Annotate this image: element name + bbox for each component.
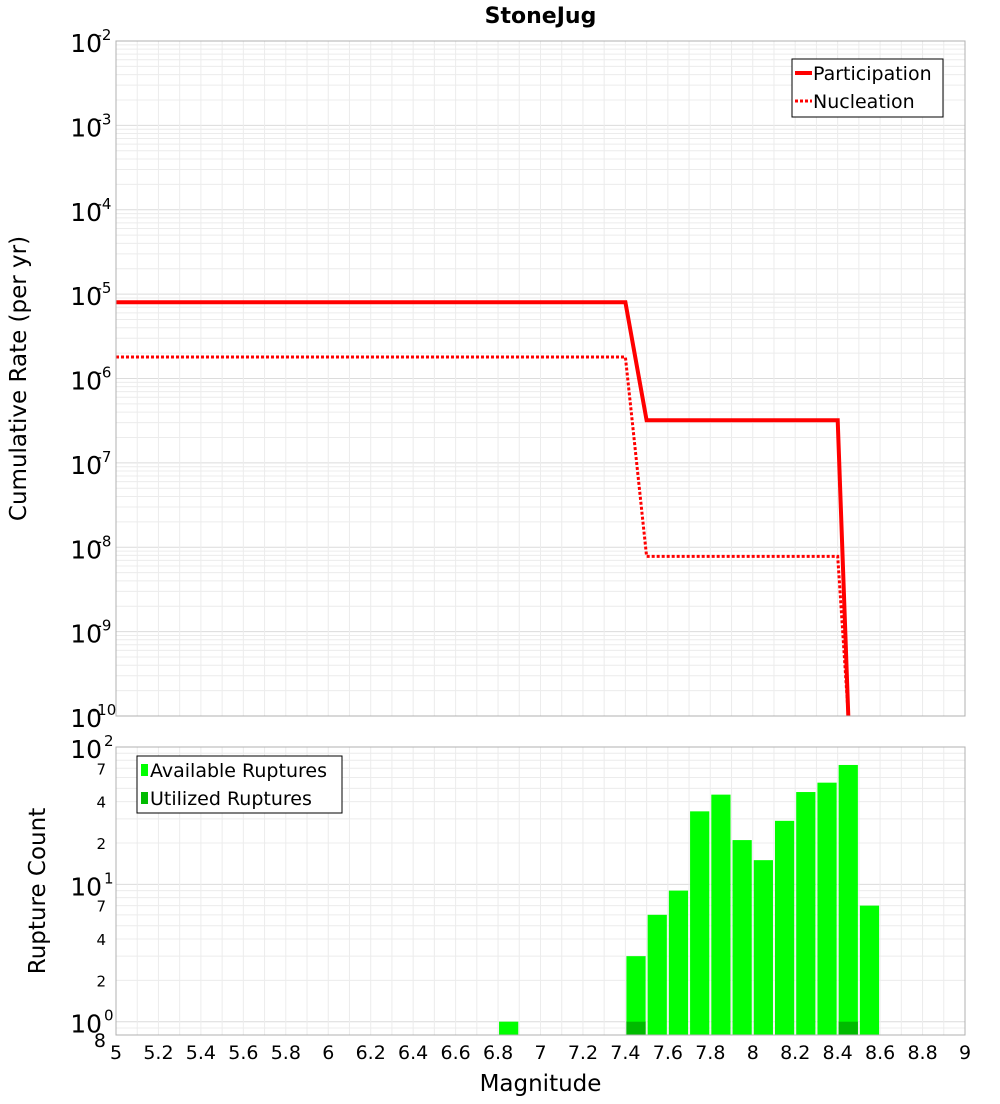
available-rupture-bar — [817, 782, 837, 1035]
rate-y-tick-exponent: -9 — [97, 617, 112, 635]
available-rupture-bar — [838, 764, 858, 1035]
series-line-participation — [116, 300, 851, 717]
count-y-minor-tick-label: 4 — [96, 794, 106, 812]
x-tick-label: 6.8 — [483, 1042, 513, 1064]
available-rupture-bar — [668, 890, 689, 1035]
rate-plot-border — [115, 40, 966, 717]
count-y-minor-tick-label: 4 — [96, 931, 106, 949]
count-y-axis-title: Rupture Count — [25, 808, 51, 974]
rate-grid — [115, 40, 966, 717]
legend-swatch-available-ruptures — [141, 764, 148, 776]
x-tick-label: 6 — [322, 1042, 334, 1064]
x-tick-label: 8.6 — [865, 1042, 895, 1064]
x-tick-label: 8.2 — [780, 1042, 810, 1064]
count-y-tick-exponent: 1 — [104, 869, 114, 887]
count-y-tick-label: 10 — [70, 735, 102, 764]
legend-label-participation: Participation — [813, 63, 932, 85]
legend-label-nucleation: Nucleation — [813, 91, 915, 113]
x-tick-label: 7.2 — [568, 1042, 598, 1064]
legend-label-available-ruptures: Available Ruptures — [150, 760, 327, 782]
x-tick-label: 6.6 — [440, 1042, 470, 1064]
x-tick-label: 6.2 — [356, 1042, 386, 1064]
count-y-minor-tick-label: 8 — [94, 1030, 106, 1052]
available-rupture-bar — [859, 905, 880, 1035]
chart-title: StoneJug — [485, 4, 597, 29]
rate-y-tick-label: 10 — [70, 704, 102, 733]
rate-y-tick-label: 10 — [70, 367, 102, 396]
utilized-rupture-bar — [626, 1021, 646, 1035]
available-rupture-bar — [647, 914, 667, 1035]
count-y-minor-tick-label: 7 — [96, 760, 106, 778]
x-tick-label: 5.6 — [228, 1042, 258, 1064]
rate-y-tick-exponent: -5 — [97, 279, 112, 297]
rate-y-tick-label: 10 — [70, 282, 102, 311]
rate-y-tick-exponent: -3 — [97, 110, 112, 128]
x-tick-label: 5 — [110, 1042, 122, 1064]
x-tick-label: 5.2 — [143, 1042, 173, 1064]
count-legend-box — [136, 755, 343, 814]
x-tick-label: 5.4 — [186, 1042, 216, 1064]
available-rupture-bar — [499, 1021, 519, 1035]
count-y-tick-label: 10 — [70, 1010, 102, 1039]
rate-y-tick-label: 10 — [70, 113, 102, 142]
available-rupture-bar — [626, 956, 646, 1035]
x-axis-title: Magnitude — [480, 1071, 602, 1097]
count-y-minor-tick-label: 2 — [96, 835, 106, 853]
rate-y-tick-label: 10 — [70, 620, 102, 649]
rate-y-tick-exponent: -8 — [97, 532, 112, 550]
rate-y-tick-label: 10 — [70, 198, 102, 227]
x-tick-label: 8.4 — [823, 1042, 853, 1064]
rate-y-tick-exponent: -10 — [92, 701, 117, 719]
available-rupture-bar — [796, 792, 816, 1035]
legend-swatch-utilized-ruptures — [141, 792, 148, 804]
count-y-tick-label: 10 — [70, 872, 102, 901]
rate-legend-box — [791, 58, 944, 118]
rate-y-tick-exponent: -2 — [97, 26, 112, 44]
rate-y-tick-label: 10 — [70, 29, 102, 58]
x-tick-label: 7.8 — [695, 1042, 725, 1064]
count-y-tick-exponent: 2 — [104, 732, 114, 750]
rate-y-tick-exponent: -6 — [97, 364, 112, 382]
count-y-minor-tick-label: 2 — [96, 972, 106, 990]
x-tick-label: 6.4 — [398, 1042, 428, 1064]
x-tick-label: 7.6 — [653, 1042, 683, 1064]
available-rupture-bar — [732, 840, 752, 1035]
rate-y-axis-title: Cumulative Rate (per yr) — [6, 236, 32, 521]
rate-y-tick-exponent: -4 — [97, 195, 112, 213]
count-y-minor-tick-label: 7 — [96, 898, 106, 916]
rate-y-tick-label: 10 — [70, 451, 102, 480]
x-tick-label: 7.4 — [610, 1042, 640, 1064]
available-rupture-bar — [690, 811, 710, 1035]
available-rupture-bar — [753, 860, 773, 1035]
rate-y-tick-exponent: -7 — [97, 448, 112, 466]
utilized-rupture-bar — [838, 1021, 858, 1035]
x-tick-label: 7 — [534, 1042, 546, 1064]
count-plot-border — [115, 746, 966, 1036]
count-y-tick-exponent: 0 — [104, 1007, 114, 1025]
available-rupture-bar — [711, 794, 731, 1035]
x-tick-label: 8 — [747, 1042, 759, 1064]
x-tick-label: 5.8 — [271, 1042, 301, 1064]
rate-y-tick-label: 10 — [70, 535, 102, 564]
x-tick-label: 8.8 — [907, 1042, 937, 1064]
legend-label-utilized-ruptures: Utilized Ruptures — [150, 788, 312, 810]
available-rupture-bar — [774, 820, 795, 1035]
x-tick-label: 9 — [959, 1042, 971, 1064]
